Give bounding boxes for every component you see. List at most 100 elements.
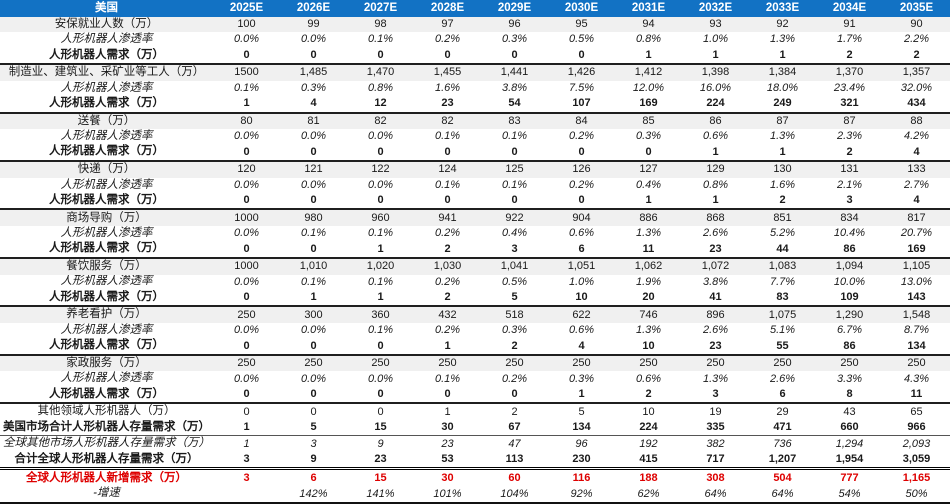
cell: 1,075 bbox=[768, 308, 797, 321]
cell: 2 bbox=[779, 194, 786, 207]
column-header-2026E: 2026E bbox=[296, 1, 331, 14]
cell: 86 bbox=[709, 114, 722, 127]
cell: 55 bbox=[776, 339, 789, 352]
cell: 64% bbox=[771, 487, 794, 500]
cell: 65 bbox=[910, 405, 923, 418]
cell: 53 bbox=[441, 453, 454, 466]
cell: 116 bbox=[572, 471, 591, 484]
table-row: 制造业、建筑业、采矿业等工人（万） 1500 1,485 1,470 1,455 1,44… bbox=[0, 64, 950, 81]
cell: 29 bbox=[776, 405, 789, 418]
table-row: 安保就业人数（万） 100 99 98 97 96 95 94 93 92 91 90 bbox=[0, 17, 950, 33]
cell: 1,384 bbox=[768, 66, 797, 79]
cell: 0.1% bbox=[300, 227, 327, 240]
row-label: 人形机器人需求（万） bbox=[49, 290, 164, 303]
cell: 0.0% bbox=[300, 178, 327, 191]
cell: 2 bbox=[444, 242, 451, 255]
row-label: 全球人形机器人新增需求（万） bbox=[26, 471, 187, 484]
cell: 124 bbox=[438, 163, 457, 176]
row-label: 人形机器人需求（万） bbox=[49, 242, 164, 255]
cell: 121 bbox=[304, 163, 323, 176]
cell: 250 bbox=[237, 308, 256, 321]
cell: 966 bbox=[907, 421, 926, 434]
cell: 92% bbox=[570, 487, 593, 500]
column-header-2031E: 2031E bbox=[631, 1, 666, 14]
cell: 0.2% bbox=[434, 324, 461, 337]
cell: 188 bbox=[639, 471, 658, 484]
cell: 0.2% bbox=[434, 33, 461, 46]
cell: 0 bbox=[444, 145, 451, 158]
row-label: 其他领域人形机器人（万） bbox=[37, 405, 176, 418]
cell: 122 bbox=[371, 163, 390, 176]
cell: 0.3% bbox=[501, 324, 528, 337]
column-header-2032E: 2032E bbox=[698, 1, 733, 14]
cell: 44 bbox=[776, 242, 789, 255]
cell: 1 bbox=[377, 242, 384, 255]
column-header-2034E: 2034E bbox=[832, 1, 867, 14]
table-row: 家政服务（万） 250 250 250 250 250 250 250 250 250 250 250 bbox=[0, 354, 950, 372]
cell: 81 bbox=[307, 114, 320, 127]
cell: 2,093 bbox=[902, 437, 931, 450]
cell: 0.6% bbox=[568, 324, 595, 337]
table-row: 人形机器人渗透率 0.1% 0.3% 0.8% 1.6% 3.8% 7.5% 12.0% 16.… bbox=[0, 81, 950, 96]
cell: 1,441 bbox=[500, 66, 529, 79]
cell: 0 bbox=[310, 388, 317, 400]
cell: 64% bbox=[704, 487, 727, 500]
cell: 54% bbox=[838, 487, 861, 500]
cell: 169 bbox=[639, 97, 658, 110]
cell: 1,062 bbox=[634, 260, 663, 273]
cell: 32.0% bbox=[900, 81, 933, 94]
cell: 851 bbox=[773, 211, 792, 224]
table-row: 送餐（万） 80 81 82 82 83 84 85 86 87 87 88 bbox=[0, 112, 950, 130]
cell: 86 bbox=[843, 242, 856, 255]
cell: 1 bbox=[243, 97, 250, 110]
cell: 4 bbox=[913, 194, 920, 207]
row-label: 人形机器人渗透率 bbox=[60, 33, 153, 46]
cell: 0.0% bbox=[300, 130, 327, 143]
row-label: 养老看护（万） bbox=[66, 308, 147, 321]
cell: 1.6% bbox=[769, 178, 796, 191]
cell: 1 bbox=[712, 194, 719, 207]
cell: 2.2% bbox=[903, 33, 930, 46]
cell: 0.2% bbox=[434, 275, 461, 288]
cell: 0.1% bbox=[367, 227, 394, 240]
cell: 131 bbox=[840, 163, 859, 176]
cell: 382 bbox=[706, 437, 725, 450]
cell: 1,072 bbox=[701, 260, 730, 273]
cell: 0.8% bbox=[635, 33, 662, 46]
cell: 960 bbox=[371, 211, 390, 224]
cell: 15 bbox=[374, 421, 387, 434]
cell: 1 bbox=[779, 145, 786, 158]
cell: 471 bbox=[773, 421, 792, 434]
cell: 30 bbox=[441, 421, 454, 434]
cell: 0.0% bbox=[233, 324, 260, 337]
table-row: 人形机器人渗透率 0.0% 0.0% 0.1% 0.2% 0.3% 0.6% 1.3% 2.6%… bbox=[0, 323, 950, 338]
cell: 91 bbox=[843, 18, 856, 31]
row-label: 人形机器人渗透率 bbox=[60, 226, 153, 239]
cell: 1.7% bbox=[836, 33, 863, 46]
cell: 134 bbox=[572, 421, 591, 434]
cell: 250 bbox=[840, 357, 859, 370]
cell: 0.1% bbox=[434, 130, 461, 143]
cell: 230 bbox=[572, 453, 591, 466]
cell: 30 bbox=[441, 471, 454, 484]
cell: 16.0% bbox=[699, 81, 732, 94]
cell: 15 bbox=[374, 471, 387, 484]
table-row: 合计全球人形机器人存量需求（万） 3 9 23 53 113 230 415 717 1,207 1… bbox=[0, 452, 950, 469]
row-label: 全球其他市场人形机器人存量需求（万） bbox=[3, 437, 210, 450]
table-row: 人形机器人需求（万） 0 0 0 0 0 0 0 1 1 2 4 bbox=[0, 144, 950, 161]
cell: 47 bbox=[508, 437, 521, 450]
cell: 96 bbox=[508, 18, 521, 31]
cell: 41 bbox=[709, 291, 722, 304]
cell: 5 bbox=[310, 421, 317, 434]
cell: 1,548 bbox=[902, 308, 931, 321]
column-header-2035E: 2035E bbox=[899, 1, 934, 14]
table-row: 人形机器人需求（万） 0 0 0 0 0 0 1 1 1 2 2 bbox=[0, 48, 950, 65]
cell: 62% bbox=[637, 487, 660, 500]
cell: 0.2% bbox=[501, 372, 528, 385]
cell: 0.0% bbox=[233, 372, 260, 385]
cell: 1.3% bbox=[702, 372, 729, 385]
cell: 0.3% bbox=[568, 372, 595, 385]
cell: 0 bbox=[444, 388, 451, 400]
cell: 2 bbox=[511, 339, 518, 352]
cell: 834 bbox=[840, 211, 859, 224]
